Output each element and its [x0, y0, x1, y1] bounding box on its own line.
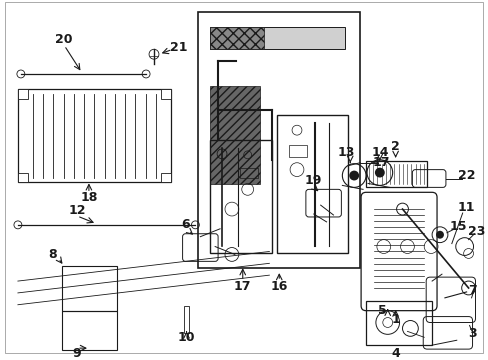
Text: 10: 10 — [178, 331, 195, 344]
Bar — [239, 168, 257, 177]
Text: 17: 17 — [372, 156, 390, 169]
Text: 20: 20 — [55, 33, 73, 46]
Bar — [161, 172, 170, 183]
Bar — [210, 86, 259, 184]
Text: 13: 13 — [337, 147, 354, 159]
Text: 9: 9 — [73, 347, 81, 360]
Text: 6: 6 — [181, 219, 189, 231]
Text: 15: 15 — [449, 220, 467, 233]
Bar — [18, 172, 28, 183]
Text: 21: 21 — [169, 41, 187, 54]
Text: 17: 17 — [234, 279, 251, 293]
Text: 12: 12 — [68, 203, 85, 217]
Bar — [366, 301, 431, 345]
Bar — [210, 27, 345, 49]
Bar — [210, 140, 272, 253]
Text: 18: 18 — [80, 191, 98, 204]
Bar — [277, 116, 347, 253]
Bar — [18, 89, 28, 99]
Text: 1: 1 — [390, 313, 399, 326]
Bar — [288, 145, 306, 157]
Text: 19: 19 — [304, 174, 321, 187]
Text: 11: 11 — [457, 201, 474, 213]
Bar — [210, 27, 264, 49]
Bar — [366, 161, 427, 188]
Bar — [18, 89, 170, 183]
Bar — [62, 266, 116, 311]
Bar — [183, 306, 189, 333]
Text: 8: 8 — [48, 248, 57, 261]
Text: 16: 16 — [270, 279, 287, 293]
Text: 14: 14 — [370, 147, 388, 159]
Circle shape — [435, 231, 443, 239]
Text: 3: 3 — [468, 327, 476, 340]
Text: 2: 2 — [390, 140, 399, 153]
Bar — [161, 89, 170, 99]
Circle shape — [374, 168, 384, 177]
Text: 22: 22 — [457, 169, 474, 182]
Circle shape — [348, 171, 358, 180]
Bar — [198, 12, 359, 268]
Text: 23: 23 — [467, 225, 484, 238]
Text: 4: 4 — [390, 347, 399, 360]
Bar — [62, 311, 116, 350]
Text: 7: 7 — [467, 284, 476, 297]
Text: 5: 5 — [378, 304, 386, 317]
